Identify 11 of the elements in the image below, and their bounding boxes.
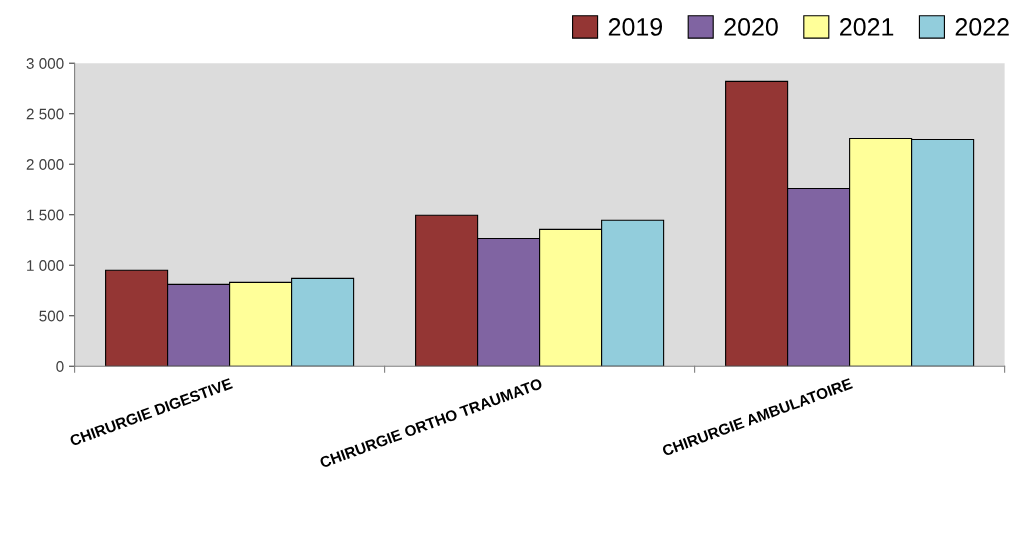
y-tick-label: 500 (39, 310, 64, 322)
legend-label: 2022 (955, 18, 1009, 36)
y-tick-label: 0 (56, 361, 64, 372)
y-tick-label: 1 500 (27, 209, 64, 221)
y-tick-label: 2 500 (26, 108, 64, 120)
y-tick-label: 3 000 (26, 58, 64, 69)
y-tick-label: 1 000 (27, 260, 64, 271)
legend-label: 2020 (724, 18, 778, 36)
y-tick-label: 2 000 (26, 159, 64, 170)
legend-label: 2021 (840, 18, 894, 36)
legend-label: 2019 (608, 18, 663, 36)
